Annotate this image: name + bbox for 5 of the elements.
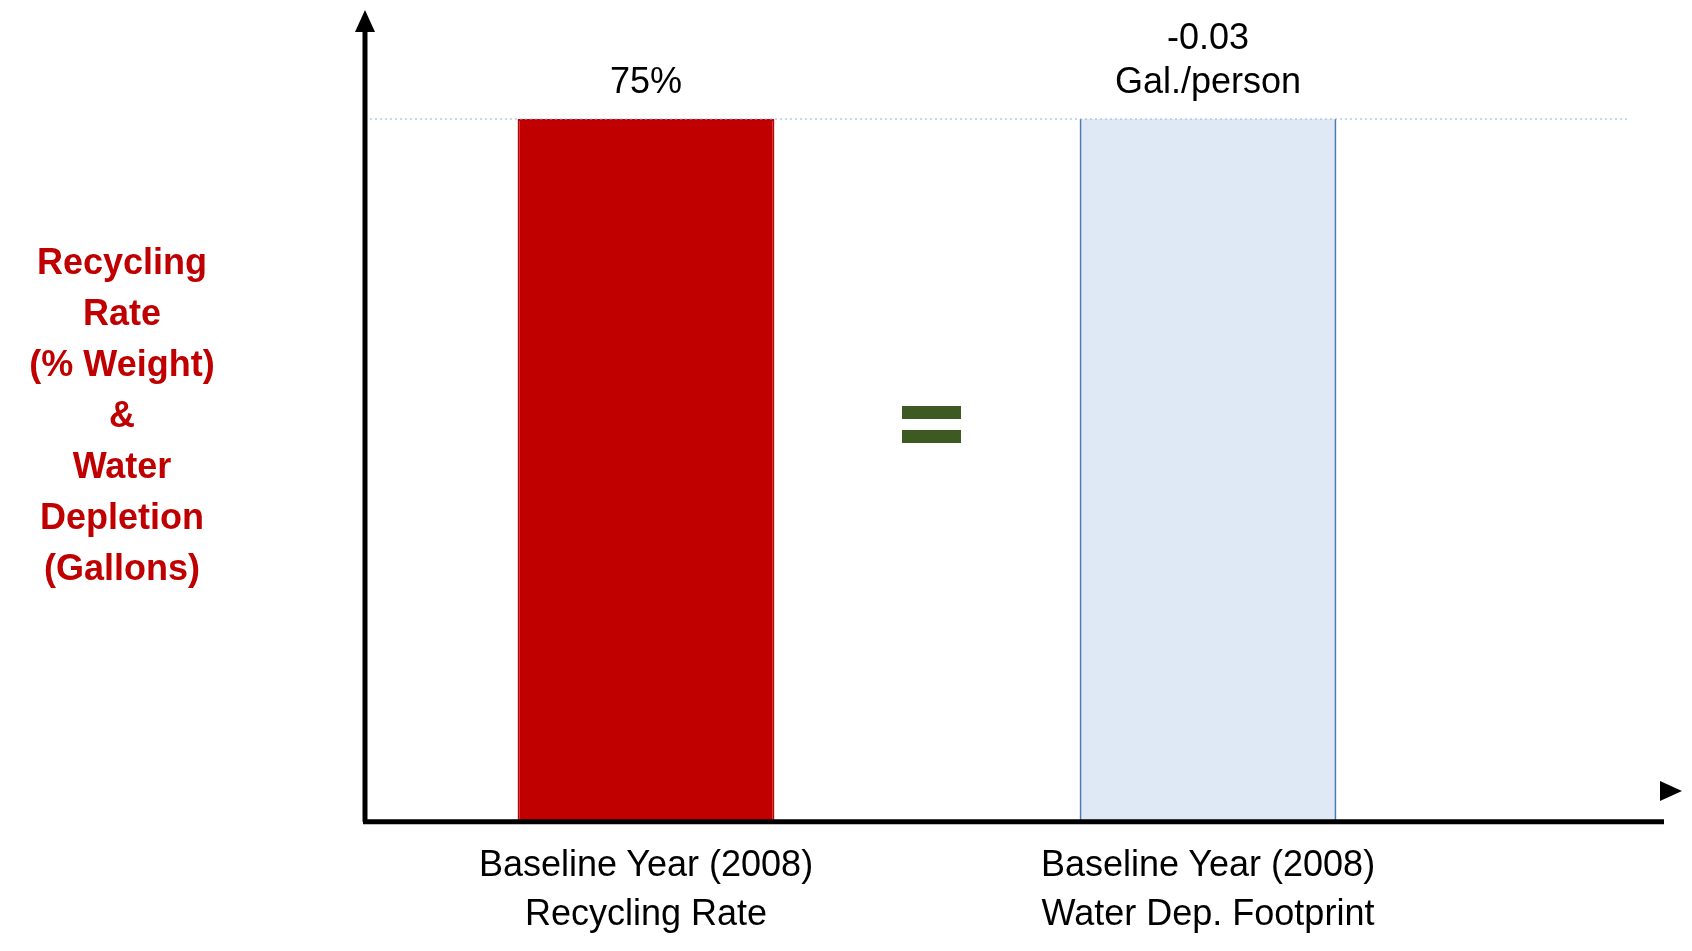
x-tick-label: Baseline Year (2008) Water Dep. Footprint: [1040, 843, 1376, 933]
data-label: 75%: [609, 60, 683, 101]
data-label: -0.03 Gal./person: [1114, 16, 1302, 101]
y-axis-title: Recycling Rate (% Weight) & Water Depletion (Gallons): [28, 240, 216, 590]
x-tick-label: Baseline Year (2008) Recycling Rate: [478, 843, 814, 933]
